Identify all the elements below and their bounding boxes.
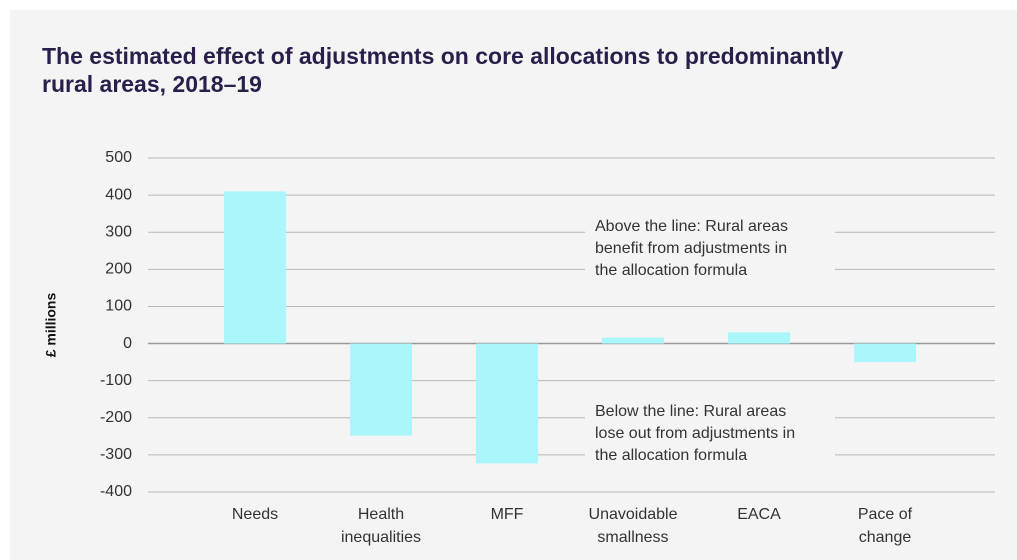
card [10,10,1017,560]
y-tick-label: 0 [123,335,132,352]
bar [854,343,916,363]
x-tick-label: Needs [232,506,278,523]
x-tick-label: Health inequalities [341,506,421,546]
annotation-bg [585,213,835,285]
x-tick-label: Pace of change [858,506,913,546]
x-tick-label: EACA [737,506,781,523]
y-tick-label: 100 [105,298,132,315]
bar [602,337,664,344]
bar [224,191,286,344]
y-tick-label: 500 [105,149,132,166]
bar [350,343,412,436]
bar [476,343,538,464]
annotation: Below the line: Rural areas lose out from… [595,403,795,464]
annotation-bg [585,398,835,470]
x-tick-label: Unavoidable smallness [589,506,678,546]
bar [728,332,790,344]
y-tick-label: -200 [100,409,132,426]
y-tick-label: 400 [105,186,132,203]
y-tick-label: -100 [100,372,132,389]
y-tick-label: -400 [100,483,132,500]
y-tick-label: 300 [105,223,132,240]
y-tick-label: 200 [105,261,132,278]
y-axis-label: £ millions [43,293,59,358]
annotation: Above the line: Rural areas benefit from … [595,218,788,279]
y-tick-label: -300 [100,446,132,463]
x-tick-label: MFF [491,506,524,523]
chart-title: The estimated effect of adjustments on c… [42,43,844,97]
